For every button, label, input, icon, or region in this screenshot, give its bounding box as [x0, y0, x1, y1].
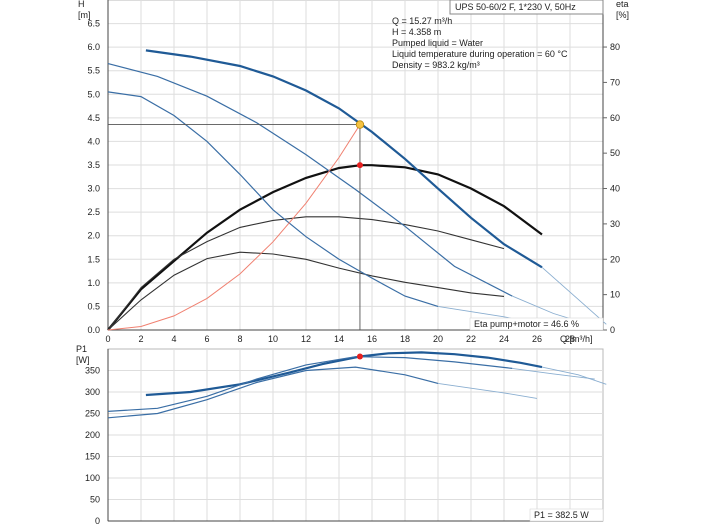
pump-qh-curve-extension [541, 266, 607, 325]
p1-label-box [529, 508, 604, 522]
p1-tick-label: 100 [85, 473, 100, 483]
lower-curves [107, 351, 607, 419]
x-tick-label: 10 [268, 334, 278, 344]
power-curve [107, 356, 513, 412]
power-curve-extension [512, 367, 595, 380]
p1-tick-label: 150 [85, 452, 100, 462]
p1-duty-marker [356, 353, 363, 360]
y2-tick-label: 20 [610, 254, 620, 264]
y-axis-unit: [m] [78, 10, 91, 20]
upper-x-ticks: 0 2 4 6 8 10 12 14 16 18 20 22 24 26 28 [105, 334, 575, 344]
y2-tick-label: 10 [610, 290, 620, 300]
eta-footer-label: Eta pump+motor = 46.6 % [474, 319, 579, 329]
y2-tick-label: 30 [610, 219, 620, 229]
power-curve [107, 366, 439, 419]
p1-tick-label: 250 [85, 409, 100, 419]
info-line-liquid: Pumped liquid = Water [392, 38, 483, 48]
y-tick-label: 1.5 [87, 254, 100, 264]
chart-title: UPS 50-60/2 F, 1*230 V, 50Hz [455, 2, 576, 12]
pump-qh-curve [107, 91, 439, 307]
system-curve [107, 124, 361, 331]
x-tick-label: 22 [466, 334, 476, 344]
x-tick-label: 2 [138, 334, 143, 344]
x-axis-title: Q [m³/h] [560, 334, 593, 344]
power-curve-extension [541, 366, 607, 385]
y-tick-label: 2.5 [87, 207, 100, 217]
upper-y-ticks: 0.0 0.5 1.0 1.5 2.0 2.5 3.0 3.5 4.0 4.5 5.0 5.5 6.0 6… [87, 19, 100, 335]
y-tick-label: 3.5 [87, 160, 100, 170]
lower-y-ticks: 0 50 100 150 200 250 300 350 [85, 366, 100, 527]
x-tick-label: 16 [367, 334, 377, 344]
y-tick-label: 4.5 [87, 113, 100, 123]
power-curve [145, 351, 543, 397]
y-tick-label: 5.0 [87, 89, 100, 99]
info-line-flow: Q = 15.27 m³/h [392, 16, 452, 26]
upper-grid [107, 0, 604, 331]
p1-tick-label: 200 [85, 430, 100, 440]
upper-curves [107, 49, 607, 331]
y-tick-label: 6.5 [87, 19, 100, 29]
p1-tick-label: 50 [90, 495, 100, 505]
y-tick-label: 3.0 [87, 184, 100, 194]
p1-tick-label: 300 [85, 387, 100, 397]
info-line-density: Density = 983.2 kg/m³ [392, 60, 480, 70]
p1-tick-label: 0 [95, 516, 100, 526]
y-axis-title: H [78, 0, 85, 9]
duty-point-marker [355, 120, 365, 129]
y2-axis-unit: [%] [616, 10, 629, 20]
power-curve-extension [437, 382, 538, 399]
y-tick-label: 0.5 [87, 301, 100, 311]
x-tick-label: 24 [499, 334, 509, 344]
y-tick-label: 1.0 [87, 278, 100, 288]
y-tick-label: 4.0 [87, 136, 100, 146]
lower-grid [107, 349, 603, 522]
y2-axis-title: eta [616, 0, 629, 9]
eta-curve [107, 251, 505, 331]
pump-qh-curve [107, 63, 513, 297]
x-tick-label: 4 [171, 334, 176, 344]
y-tick-label: 2.0 [87, 231, 100, 241]
x-tick-label: 14 [334, 334, 344, 344]
info-panel: Q = 15.27 m³/h H = 4.358 m Pumped liquid… [392, 16, 568, 70]
x-tick-label: 26 [532, 334, 542, 344]
y-tick-label: 0.0 [87, 325, 100, 335]
p1-axis-unit: [W] [76, 355, 90, 365]
x-tick-label: 20 [433, 334, 443, 344]
eta-curve [107, 164, 543, 331]
pump-qh-curve [145, 49, 543, 269]
y-tick-label: 6.0 [87, 42, 100, 52]
y2-tick-label: 60 [610, 113, 620, 123]
y2-tick-label: 70 [610, 77, 620, 87]
y2-tick-label: 40 [610, 184, 620, 194]
x-tick-label: 0 [105, 334, 110, 344]
title-box [449, 0, 604, 15]
y2-tick-label: 0 [610, 325, 615, 335]
x-tick-label: 28 [565, 334, 575, 344]
upper-y2-ticks: 0 10 20 30 40 50 60 70 80 [603, 42, 620, 335]
eta-label-box [469, 317, 604, 331]
info-line-head: H = 4.358 m [392, 27, 441, 37]
x-tick-label: 18 [400, 334, 410, 344]
p1-axis-title: P1 [76, 344, 87, 354]
eta-duty-marker [356, 162, 363, 169]
x-tick-label: 6 [204, 334, 209, 344]
y2-tick-label: 50 [610, 148, 620, 158]
info-line-temperature: Liquid temperature during operation = 60… [392, 49, 568, 59]
x-tick-label: 8 [237, 334, 242, 344]
p1-tick-label: 350 [85, 366, 100, 376]
eta-curve [107, 216, 505, 331]
y-tick-label: 5.5 [87, 66, 100, 76]
x-tick-label: 12 [301, 334, 311, 344]
y2-tick-label: 80 [610, 42, 620, 52]
p1-footer-label: P1 = 382.5 W [534, 510, 589, 520]
